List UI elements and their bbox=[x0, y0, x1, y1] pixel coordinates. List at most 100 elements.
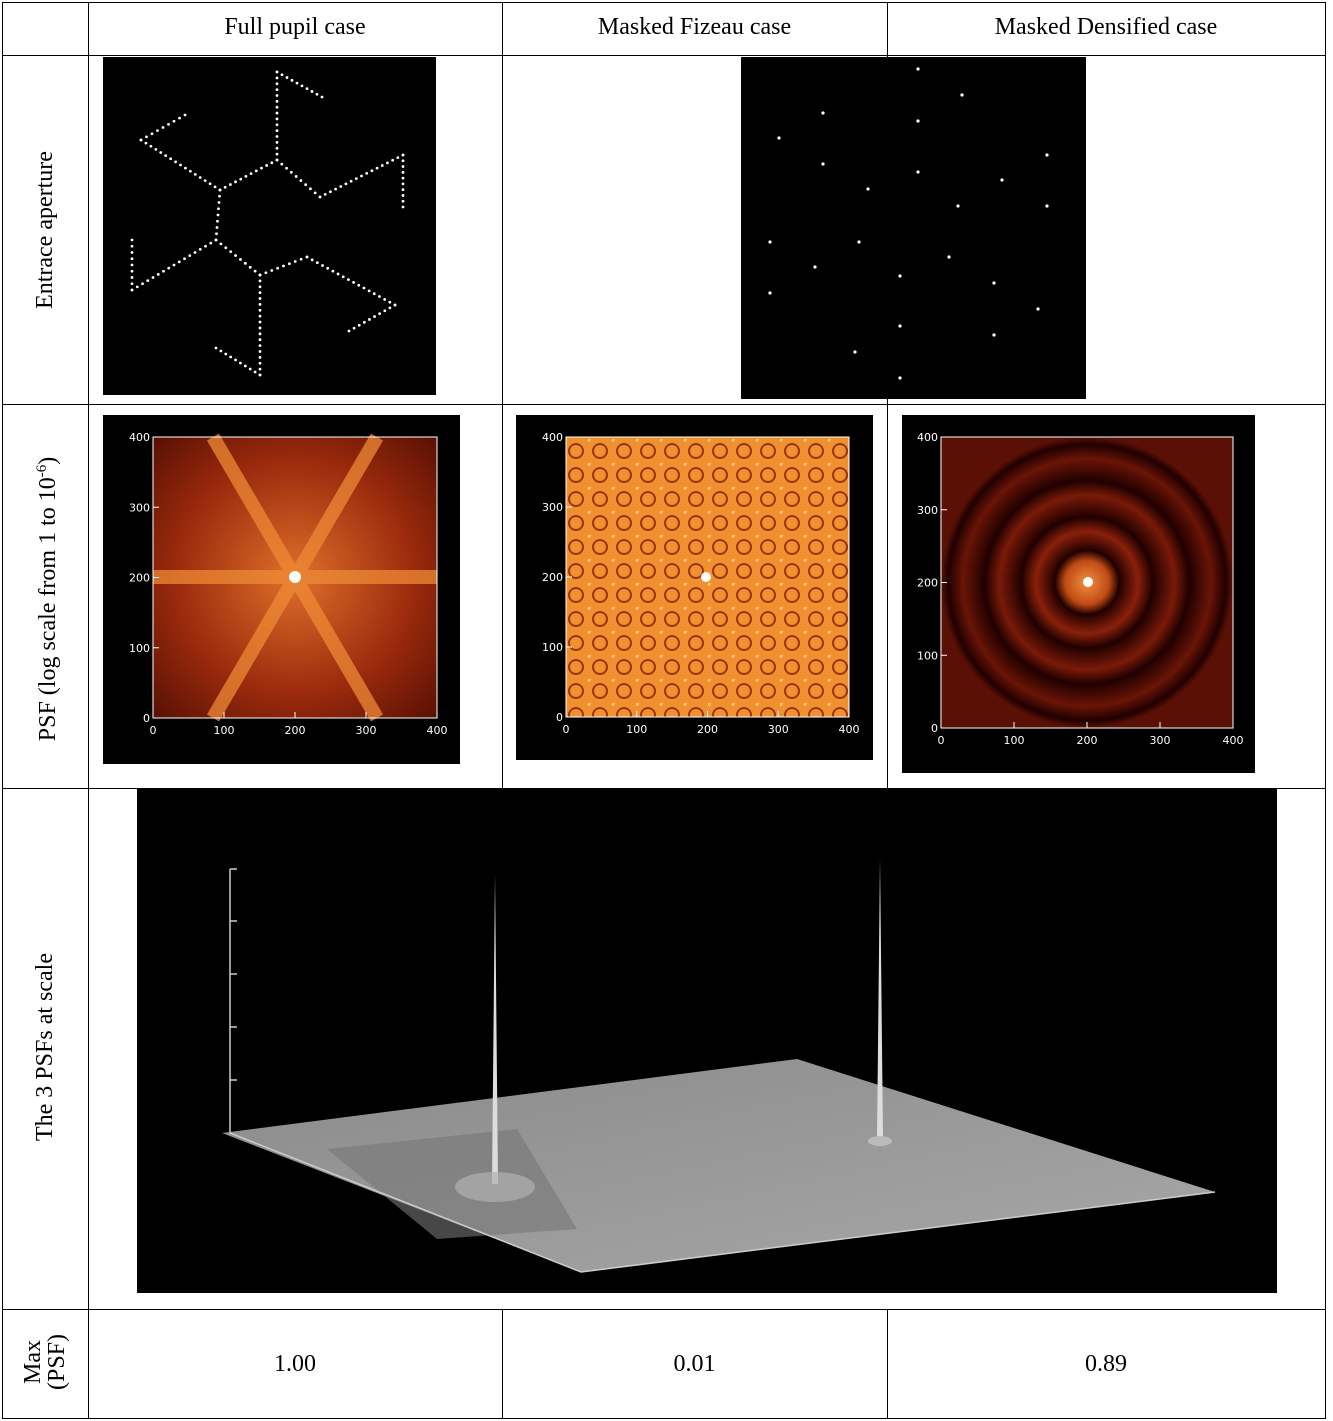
aperture-dot bbox=[373, 292, 376, 295]
aperture-dot bbox=[189, 170, 192, 173]
aperture-dot bbox=[194, 173, 197, 176]
border bbox=[1325, 2, 1326, 1419]
aperture-dot bbox=[250, 172, 253, 175]
aperture-dot bbox=[154, 148, 157, 151]
aperture-dot bbox=[295, 175, 298, 178]
aperture-dot bbox=[916, 119, 919, 122]
aperture-dot bbox=[768, 291, 771, 294]
aperture-dot bbox=[140, 139, 143, 142]
x-tick-label: 400 bbox=[1223, 734, 1244, 747]
aperture-dot bbox=[259, 291, 262, 294]
aperture-dot bbox=[259, 327, 262, 330]
aperture-dot bbox=[162, 126, 165, 129]
surface-plot bbox=[137, 789, 1277, 1293]
x-tick-label: 200 bbox=[697, 723, 718, 736]
row-label: The 3 PSFs at scale bbox=[32, 897, 58, 1197]
aperture-dot bbox=[853, 350, 856, 353]
aperture-dot bbox=[316, 261, 319, 264]
aperture-dot bbox=[131, 251, 134, 254]
y-tick-label: 400 bbox=[542, 431, 563, 444]
aperture-dot bbox=[188, 254, 191, 257]
aperture-dot bbox=[199, 176, 202, 179]
x-tick-label: 300 bbox=[768, 723, 789, 736]
aperture-dot bbox=[326, 267, 329, 270]
aperture-dot bbox=[345, 182, 348, 185]
y-tick-label: 400 bbox=[917, 431, 938, 444]
aperture-dot bbox=[270, 161, 273, 164]
aperture-dot bbox=[224, 246, 227, 249]
aperture-dot bbox=[259, 303, 262, 306]
aperture-dot bbox=[167, 267, 170, 270]
aperture-dot bbox=[229, 250, 232, 253]
y-tick-label: 400 bbox=[129, 431, 150, 444]
aperture-dot bbox=[368, 289, 371, 292]
aperture-dot bbox=[276, 135, 279, 138]
aperture-dot bbox=[342, 275, 345, 278]
aperture-dot bbox=[276, 106, 279, 109]
aperture-dot bbox=[173, 264, 176, 267]
aperture-dot bbox=[294, 260, 297, 263]
aperture-dot bbox=[857, 240, 860, 243]
aperture-dot bbox=[224, 353, 227, 356]
x-tick-label: 200 bbox=[285, 724, 306, 737]
x-tick-label: 400 bbox=[839, 723, 860, 736]
aperture-dot bbox=[131, 276, 134, 279]
aperture-dot bbox=[309, 187, 312, 190]
aperture-dot bbox=[813, 265, 816, 268]
aperture-dot bbox=[388, 306, 391, 309]
aperture-dot bbox=[402, 165, 405, 168]
aperture-dot bbox=[204, 179, 207, 182]
aperture-dot bbox=[363, 287, 366, 290]
aperture-dot bbox=[381, 164, 384, 167]
aperture-dot bbox=[270, 269, 273, 272]
aperture-dot bbox=[184, 167, 187, 170]
aperture-dot bbox=[347, 278, 350, 281]
aperture-dot bbox=[276, 94, 279, 97]
y-tick-label: 100 bbox=[542, 641, 563, 654]
aperture-dot bbox=[402, 182, 405, 185]
aperture-dot bbox=[960, 93, 963, 96]
aperture-dot bbox=[145, 142, 148, 145]
aperture-dot bbox=[388, 301, 391, 304]
aperture-dot bbox=[264, 271, 267, 274]
aperture-dot bbox=[947, 255, 950, 258]
aperture-dot bbox=[353, 327, 356, 330]
x-tick-label: 300 bbox=[1150, 734, 1171, 747]
aperture-dot bbox=[162, 270, 165, 273]
aperture-dot bbox=[334, 188, 337, 191]
aperture-dot bbox=[219, 350, 222, 353]
aperture-dot bbox=[276, 100, 279, 103]
aperture-dot bbox=[280, 163, 283, 166]
aperture-dot bbox=[348, 330, 351, 333]
aperture-dot bbox=[259, 309, 262, 312]
aperture-dot bbox=[209, 182, 212, 185]
aperture-dot bbox=[402, 206, 405, 209]
aperture-dot bbox=[376, 167, 379, 170]
page: Full pupil case Masked Fizeau case Maske… bbox=[0, 0, 1333, 1421]
y-tick-label: 300 bbox=[129, 501, 150, 514]
x-tick-label: 0 bbox=[938, 734, 945, 747]
aperture-dot bbox=[131, 245, 134, 248]
y-tick-label: 200 bbox=[917, 577, 938, 590]
label-line: (PSF) bbox=[45, 1312, 69, 1412]
aperture-dot bbox=[276, 153, 279, 156]
x-tick-label: 100 bbox=[626, 723, 647, 736]
label-superscript: -6 bbox=[34, 465, 50, 478]
y-tick-label: 300 bbox=[917, 504, 938, 517]
aperture-dot bbox=[306, 87, 309, 90]
aperture-dot bbox=[152, 276, 155, 279]
aperture-dot bbox=[234, 254, 237, 257]
aperture-dot bbox=[194, 251, 197, 254]
aperture-dot bbox=[179, 164, 182, 167]
aperture-dot bbox=[218, 201, 221, 204]
aperture-dot bbox=[157, 273, 160, 276]
aperture-dot bbox=[204, 245, 207, 248]
aperture-dot bbox=[402, 188, 405, 191]
aperture-dot bbox=[217, 207, 220, 210]
aperture-dot bbox=[216, 226, 219, 229]
x-tick-label: 0 bbox=[150, 724, 157, 737]
aperture-dot bbox=[1045, 153, 1048, 156]
x-tick-label: 0 bbox=[563, 723, 570, 736]
aperture-dot bbox=[396, 156, 399, 159]
